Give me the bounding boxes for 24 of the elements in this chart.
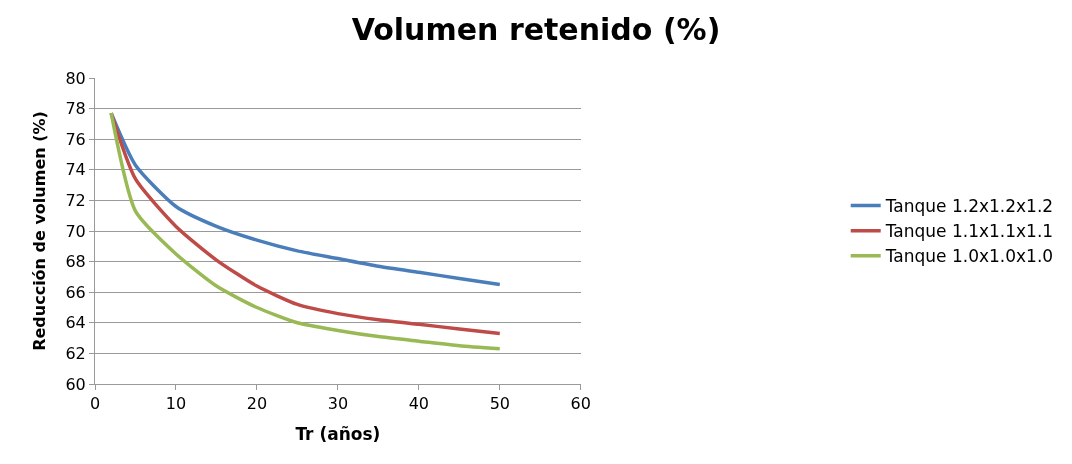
y-tick-label: 74 [65, 160, 86, 180]
x-tick-label: 10 [165, 394, 187, 414]
x-tick-label: 0 [89, 394, 101, 414]
y-axis-title: Reducción de volumen (%) [30, 111, 50, 351]
y-tick-label: 78 [65, 99, 86, 119]
y-tick-label: 68 [65, 252, 86, 272]
x-tick-label: 60 [570, 394, 591, 414]
y-tick-label: 76 [65, 129, 86, 149]
y-tick-label: 72 [65, 191, 86, 210]
y-tick-label: 70 [65, 221, 86, 241]
legend-label: Tanque 1.0x1.0x1.0 [884, 246, 1054, 267]
y-tick-label: 60 [65, 374, 86, 394]
x-axis-title: Tr (años) [295, 423, 381, 444]
y-tick-label: 64 [65, 313, 86, 333]
y-tick-label: 62 [65, 344, 86, 363]
chart-title: Volumen retenido (%) [351, 11, 721, 47]
x-tick-label: 40 [408, 394, 430, 414]
x-tick-label: 50 [489, 394, 510, 414]
x-tick-label: 30 [327, 394, 349, 414]
legend-label: Tanque 1.2x1.2x1.2 [884, 196, 1054, 217]
y-tick-label: 66 [65, 282, 86, 302]
x-tick-label: 20 [246, 394, 268, 414]
legend-label: Tanque 1.1x1.1x1.1 [884, 221, 1054, 242]
y-tick-label: 80 [65, 68, 86, 88]
